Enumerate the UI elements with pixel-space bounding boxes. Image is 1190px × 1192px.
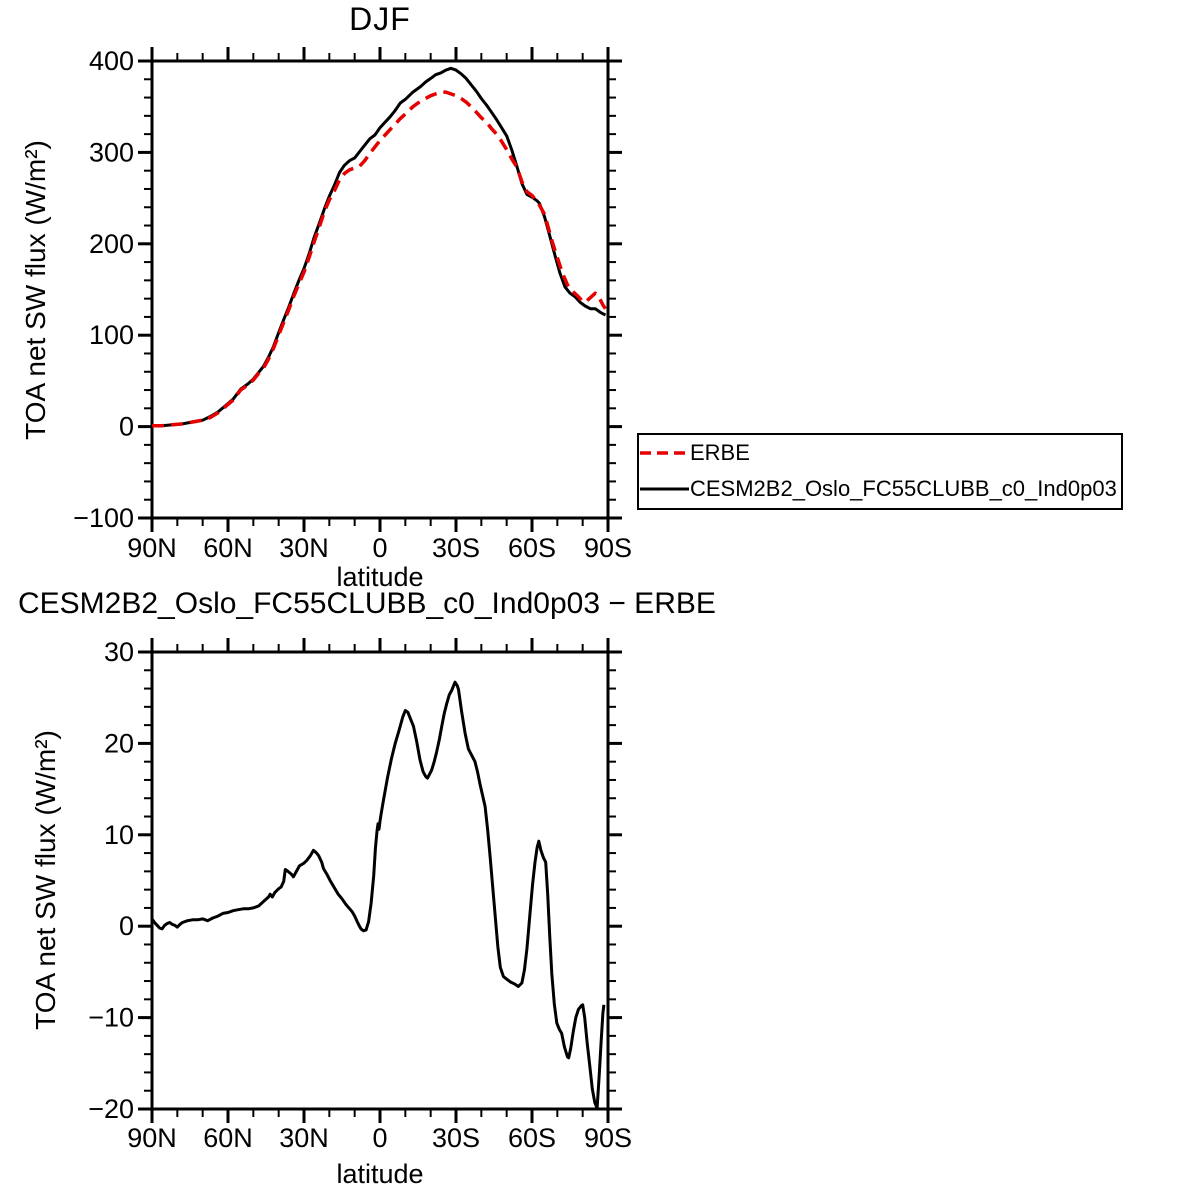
x-tick-label: 30S [432,533,480,563]
top-chart-title: DJF [349,1,411,37]
x-tick-label: 60S [508,1123,556,1153]
plot-frame [150,650,610,1111]
model-legend-label: CESM2B2_Oslo_FC55CLUBB_c0_Ind0p03 [690,476,1117,501]
y-tick-label: 0 [119,412,134,442]
x-tick-label: 90S [584,533,632,563]
erbe-curve [152,90,607,428]
model-curve [152,66,607,428]
x-tick-label: 30N [279,533,329,563]
x-tick-label: 60N [203,533,253,563]
x-tick-label: 30S [432,1123,480,1153]
erbe-legend-label: ERBE [690,440,750,465]
y-tick-label: 30 [104,637,134,667]
x-tick-label: 60N [203,1123,253,1153]
x-tick-label: 30N [279,1123,329,1153]
x-tick-label: 90N [127,533,177,563]
bottom-chart: 90N 60N 30N 0 30S 60S 90S 30 20 10 0 −10 −20 [88,637,632,1153]
erbe-line-sample [640,451,689,455]
x-tick-label: 60S [508,533,556,563]
y-tick-label: 20 [104,728,134,758]
y-tick-label: 200 [89,229,134,259]
y-tick-label: 0 [119,911,134,941]
diff-curve [150,680,606,1110]
top-chart: 90N 60N 30N 0 30S 60S 90S 400 300 200 100 0 −100 [73,46,632,563]
top-chart-xlabel: latitude [336,562,424,592]
legend: ERBE CESM2B2_Oslo_FC55CLUBB_c0_Ind0p03 [637,433,1123,510]
legend-entry-model: CESM2B2_Oslo_FC55CLUBB_c0_Ind0p03 [639,471,1121,507]
y-tick-label: 100 [89,320,134,350]
bottom-chart-xlabel: latitude [336,1159,424,1189]
y-tick-label: −10 [88,1003,134,1033]
y-tick-label: 400 [89,46,134,76]
bottom-chart-ylabel: TOA net SW flux (W/m²) [30,730,61,1030]
legend-entry-erbe: ERBE [639,435,1121,471]
y-tick-label: 300 [89,137,134,167]
x-tick-label: 90S [584,1123,632,1153]
x-tick-label: 0 [372,533,387,563]
y-tick-label: −100 [73,503,134,533]
model-line-sample [640,487,689,491]
x-tick-label: 90N [127,1123,177,1153]
top-chart-ylabel: TOA net SW flux (W/m²) [20,140,51,440]
bottom-chart-title: CESM2B2_Oslo_FC55CLUBB_c0_Ind0p03 − ERBE [18,587,716,620]
x-tick-label: 0 [372,1123,387,1153]
y-tick-label: 10 [104,820,134,850]
y-tick-label: −20 [88,1094,134,1124]
